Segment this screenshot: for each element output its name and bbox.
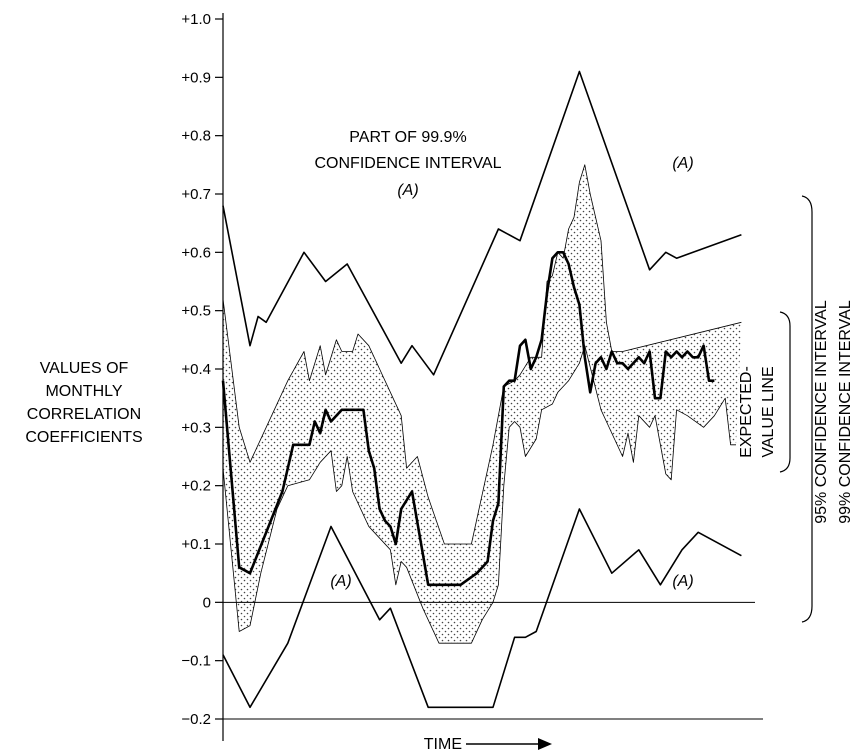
expected-value-label: EXPECTED- xyxy=(738,366,755,458)
part-of-interval-label: PART OF 99.9% xyxy=(349,129,466,146)
ci95-label: 95% CONFIDENCE INTERVAL xyxy=(813,300,830,524)
y-tick-label: +0.3 xyxy=(181,419,211,436)
y-tick-label: +0.2 xyxy=(181,478,211,495)
y-axis-label-line: COEFFICIENTS xyxy=(25,429,142,446)
y-tick-label: +0.8 xyxy=(181,128,211,145)
region-a-label: (A) xyxy=(672,573,693,590)
x-axis-label: TIME xyxy=(424,736,462,753)
expected-value-label: VALUE LINE xyxy=(760,366,777,457)
ci-lower-line xyxy=(222,345,736,644)
expected-value-line xyxy=(221,251,715,587)
axis-layer: +1.0 +0.9 +0.8 +0.7 +0.6 +0.5 +0.4 +0.3 +0.2 +0.1… xyxy=(181,11,763,741)
y-tick-label: −0.2 xyxy=(181,711,211,728)
confidence-band-layer xyxy=(223,164,742,644)
part-of-interval-label: CONFIDENCE INTERVAL xyxy=(315,155,502,172)
y-axis-label-line: MONTHLY xyxy=(45,383,122,400)
y-tick-label: 0 xyxy=(203,594,211,611)
label-layer: VALUES OF MONTHLY CORRELATION COEFFICIEN… xyxy=(25,129,854,753)
region-a-label: (A) xyxy=(672,155,693,172)
y-tick-label: +0.4 xyxy=(181,361,211,378)
ci999-upper-line xyxy=(222,70,742,376)
confidence-band-fill xyxy=(223,164,742,644)
y-tick-label: +0.5 xyxy=(181,303,211,320)
y-axis-label-line: VALUES OF xyxy=(40,360,129,377)
series-layer xyxy=(221,70,742,709)
ci999-lower-line xyxy=(222,508,742,709)
expected-value-brace xyxy=(779,311,791,473)
ci95-brace xyxy=(801,195,813,623)
y-tick-label: +0.6 xyxy=(181,244,211,261)
right-arrow-icon xyxy=(466,738,552,750)
ci-upper-line xyxy=(222,164,742,545)
region-a-label: (A) xyxy=(330,573,351,590)
y-tick-label: +0.7 xyxy=(181,186,211,203)
y-tick-label: +0.9 xyxy=(181,69,211,86)
y-tick-label: −0.1 xyxy=(181,653,211,670)
ci99-label: 99% CONFIDENCE INTERVAL xyxy=(837,300,854,524)
y-tick-label: +1.0 xyxy=(181,11,211,28)
y-axis-label-line: CORRELATION xyxy=(27,406,141,423)
y-tick-label: +0.1 xyxy=(181,536,211,553)
part-of-interval-label: (A) xyxy=(397,182,418,199)
